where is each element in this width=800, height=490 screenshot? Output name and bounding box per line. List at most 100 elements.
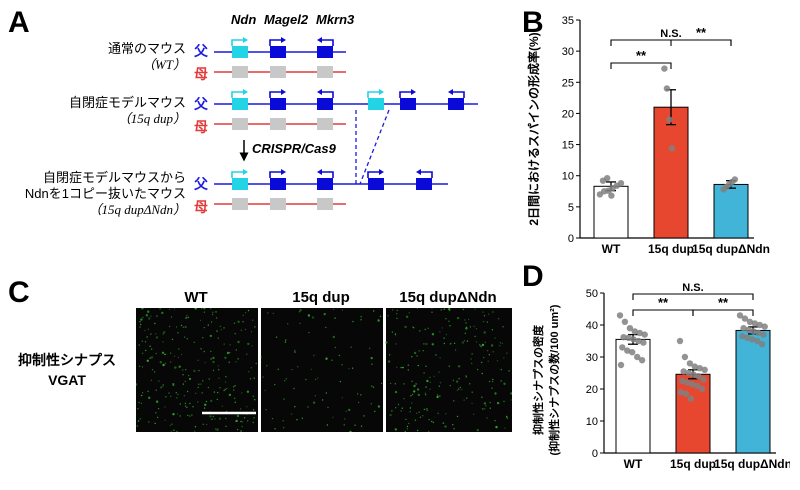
data-point — [751, 320, 758, 327]
vgat-punctum — [473, 325, 475, 328]
data-point — [638, 357, 646, 364]
mouse-label-dupdndn: 自閉症モデルマウスから Ndnを1コピー抜いたマウス （15q dupΔNdn） — [25, 170, 186, 218]
vgat-punctum — [193, 341, 195, 343]
vgat-punctum — [224, 356, 227, 359]
vgat-punctum — [349, 430, 352, 432]
vgat-punctum — [206, 423, 208, 426]
vgat-punctum — [400, 366, 402, 369]
vgat-punctum — [173, 308, 176, 310]
y-tick-label: 0 — [568, 233, 574, 245]
vgat-punctum — [137, 408, 139, 410]
vgat-punctum — [250, 331, 253, 333]
vgat-punctum — [140, 402, 143, 404]
paternal-row1-gene-0 — [232, 98, 248, 110]
vgat-punctum — [417, 393, 420, 397]
vgat-punctum — [211, 313, 214, 316]
vgat-punctum — [466, 340, 469, 342]
data-point — [634, 353, 641, 361]
micro-header-dupdndn: 15q dupΔNdn — [399, 289, 497, 306]
data-point — [629, 349, 636, 356]
vgat-punctum — [325, 357, 328, 360]
vgat-punctum — [253, 417, 255, 419]
vgat-punctum — [463, 399, 465, 401]
mouse-name-dupdndn-2: Ndnを1コピー抜いたマウス — [24, 186, 186, 201]
vgat-punctum — [149, 356, 152, 360]
x-category-label: 15q dup — [648, 242, 694, 256]
vgat-punctum — [414, 419, 417, 421]
vgat-punctum — [391, 309, 394, 311]
vgat-punctum — [461, 341, 465, 344]
vgat-punctum — [456, 389, 458, 391]
vgat-punctum — [394, 383, 396, 385]
y-tick-label: 15 — [562, 140, 574, 152]
y-tick-label: 35 — [562, 15, 574, 27]
vgat-punctum — [415, 383, 417, 385]
data-point — [736, 312, 744, 319]
vgat-punctum — [138, 401, 140, 404]
vgat-punctum — [341, 397, 343, 399]
vgat-punctum — [210, 308, 212, 310]
vgat-punctum — [296, 419, 298, 421]
data-point — [695, 373, 702, 380]
vgat-punctum — [219, 325, 221, 327]
vgat-punctum — [495, 425, 498, 429]
vgat-punctum — [212, 356, 215, 360]
vgat-punctum — [252, 409, 255, 411]
vgat-punctum — [178, 365, 181, 368]
bar-2 — [713, 183, 749, 239]
mouse-sub-dupdndn: （15q dupΔNdn） — [88, 202, 186, 217]
x-category-label: WT — [624, 457, 643, 471]
maternal-silent-gene — [317, 66, 333, 78]
vgat-punctum — [156, 416, 159, 419]
vgat-punctum — [389, 413, 392, 417]
vgat-punctum — [457, 365, 461, 368]
vgat-punctum — [202, 380, 204, 382]
vgat-punctum — [370, 403, 372, 405]
vgat-punctum — [400, 410, 402, 412]
vgat-punctum — [488, 354, 490, 356]
vgat-punctum — [429, 388, 431, 390]
paternal-row1-arrow-0-head — [243, 89, 248, 95]
vgat-punctum — [360, 425, 363, 427]
vgat-punctum — [219, 387, 221, 389]
vgat-punctum — [228, 361, 230, 363]
paternal-row2-arrow-0-stem — [231, 171, 246, 178]
data-point — [761, 323, 768, 330]
vgat-punctum — [431, 333, 435, 336]
mouse-label-wt: 通常のマウス （WT） — [108, 41, 186, 73]
data-point — [617, 180, 625, 187]
vgat-punctum — [474, 308, 476, 310]
vgat-punctum — [488, 313, 490, 315]
vgat-punctum — [425, 365, 427, 367]
data-point — [685, 369, 692, 377]
vgat-punctum — [189, 402, 191, 405]
vgat-punctum — [496, 360, 499, 362]
micrograph-strip — [136, 308, 512, 432]
vgat-punctum — [476, 429, 479, 432]
vgat-punctum — [145, 349, 147, 352]
data-point — [640, 339, 647, 346]
vgat-punctum — [173, 429, 175, 431]
data-point — [608, 192, 615, 199]
vgat-punctum — [223, 343, 225, 345]
y-tick-label: 10 — [562, 171, 574, 183]
vgat-punctum — [485, 405, 487, 407]
vgat-punctum — [155, 389, 157, 391]
vgat-punctum — [448, 320, 450, 322]
vgat-punctum — [189, 415, 191, 417]
vgat-punctum — [226, 351, 230, 355]
data-point — [686, 360, 694, 367]
vgat-punctum — [297, 366, 299, 368]
vgat-punctum — [343, 424, 345, 426]
micrograph-puncta-1 — [260, 308, 383, 432]
vgat-punctum — [138, 344, 140, 346]
data-point — [694, 382, 701, 389]
vgat-punctum — [218, 369, 220, 371]
vgat-punctum — [440, 309, 442, 311]
vgat-punctum — [168, 392, 170, 394]
vgat-punctum — [325, 326, 327, 329]
vgat-punctum — [216, 398, 218, 401]
gene-diagram — [214, 37, 478, 210]
vgat-punctum — [165, 396, 167, 398]
